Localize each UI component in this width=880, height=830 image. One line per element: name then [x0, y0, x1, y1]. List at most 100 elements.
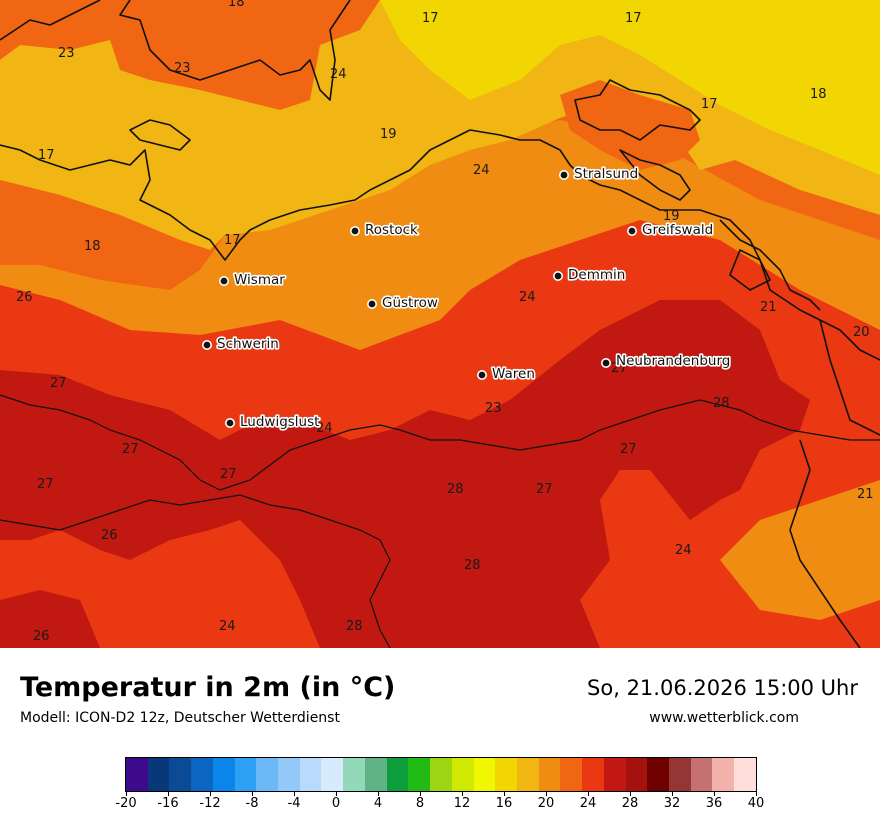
- value-label: 27: [611, 361, 628, 376]
- value-label: 24: [316, 421, 333, 436]
- legend-tick: [672, 791, 673, 796]
- value-label: 17: [224, 233, 241, 248]
- temp-zone-24-southwest: [160, 590, 300, 648]
- value-label: 21: [857, 487, 874, 502]
- value-label: 17: [422, 11, 439, 26]
- value-label: 26: [101, 528, 118, 543]
- legend-swatch: [560, 758, 583, 791]
- city-dot: [219, 275, 230, 286]
- temp-zone-24-islands: [0, 0, 380, 110]
- temperature-map[interactable]: 18 17 17 23 23 24 19 17 18 17 24 18 17 1…: [0, 0, 880, 648]
- legend-swatch: [278, 758, 300, 791]
- city-dot: [349, 226, 360, 237]
- temp-zone-24-peninsula: [0, 180, 225, 290]
- city-ludwigslust[interactable]: Ludwigslust: [225, 412, 321, 432]
- legend-swatch: [212, 758, 235, 791]
- city-dot: [366, 298, 377, 309]
- legend-tick-label: 40: [747, 796, 765, 811]
- value-label: 23: [485, 401, 502, 416]
- legend-swatch: [408, 758, 431, 791]
- city-label: Demmin: [568, 267, 625, 283]
- legend-swatch: [647, 758, 669, 791]
- city-greifswald[interactable]: Greifswald: [626, 220, 715, 240]
- legend-tick-label: 28: [621, 796, 639, 811]
- legend-swatch: [538, 758, 561, 791]
- legend-swatch: [473, 758, 496, 791]
- legend-tick: [336, 791, 337, 796]
- city-neubrandenburg[interactable]: Neubrandenburg: [600, 351, 732, 371]
- city-dot: [225, 417, 236, 428]
- legend-tick-label: 24: [579, 796, 597, 811]
- legend-swatch: [364, 758, 387, 791]
- legend-swatch: [668, 758, 691, 791]
- value-label: 23: [58, 46, 75, 61]
- city-label: Schwerin: [217, 336, 279, 352]
- legend-tick: [210, 791, 211, 796]
- value-label: 27: [536, 482, 553, 497]
- legend-swatch: [147, 758, 170, 791]
- legend-swatch: [256, 758, 279, 791]
- legend-swatch: [516, 758, 539, 791]
- value-label: 18: [84, 239, 101, 254]
- city-demmin[interactable]: Demmin: [552, 265, 627, 285]
- legend-tick: [630, 791, 631, 796]
- legend-swatch: [191, 758, 213, 791]
- temp-zone-17: [380, 0, 880, 175]
- legend-tick: [714, 791, 715, 796]
- legend-tick-label: -16: [157, 796, 179, 811]
- legend-tick: [588, 791, 589, 796]
- legend-tick: [504, 791, 505, 796]
- city-guestrow[interactable]: Güstrow: [366, 293, 440, 313]
- legend-tick: [378, 791, 379, 796]
- legend-tick-label: 36: [705, 796, 723, 811]
- city-markers[interactable]: Stralsund Greifswald Rostock Wismar Demm…: [202, 164, 732, 432]
- value-label: 28: [464, 558, 481, 573]
- legend-tick: [756, 791, 757, 796]
- city-stralsund[interactable]: Stralsund: [558, 164, 640, 184]
- forecast-datetime: So, 21.06.2026 15:00 Uhr: [587, 676, 858, 700]
- city-waren[interactable]: Waren: [476, 364, 536, 384]
- legend-tick: [546, 791, 547, 796]
- color-scale-legend: [125, 757, 757, 792]
- city-label: Greifswald: [642, 222, 713, 238]
- legend-tick-label: 12: [453, 796, 471, 811]
- city-dot: [558, 170, 569, 181]
- legend-tick-label: 4: [373, 796, 383, 811]
- coastline: [0, 0, 880, 648]
- map-title: Temperatur in 2m (in °C): [20, 672, 396, 703]
- value-label: 24: [519, 290, 536, 305]
- legend-swatch: [690, 758, 713, 791]
- value-label: 24: [675, 543, 692, 558]
- website-link[interactable]: www.wetterblick.com: [649, 710, 799, 726]
- legend-tick-label: 0: [331, 796, 341, 811]
- value-label: 20: [853, 325, 870, 340]
- legend-swatch: [321, 758, 344, 791]
- value-label: 19: [663, 209, 680, 224]
- temp-zone-22-southeast: [720, 480, 880, 620]
- city-wismar[interactable]: Wismar: [219, 270, 287, 290]
- legend-swatch: [495, 758, 517, 791]
- legend-tick: [168, 791, 169, 796]
- legend-tick-label: 8: [415, 796, 425, 811]
- legend-swatch: [603, 758, 626, 791]
- city-label: Güstrow: [382, 295, 438, 311]
- legend-swatch: [451, 758, 474, 791]
- value-label: 18: [228, 0, 245, 10]
- value-label: 28: [447, 482, 464, 497]
- color-scale-ticks: -20 -16 -12 -8 -4 0 4 8 12 16 20 24 28 32 36 40: [115, 791, 764, 821]
- value-label: 27: [620, 442, 637, 457]
- value-label: 28: [346, 619, 363, 634]
- city-dot: [626, 226, 637, 237]
- city-rostock[interactable]: Rostock: [349, 220, 420, 240]
- city-dot: [476, 369, 487, 380]
- legend-swatch: [234, 758, 257, 791]
- city-schwerin[interactable]: Schwerin: [202, 334, 280, 354]
- legend-swatch: [430, 758, 452, 791]
- legend-tick: [126, 791, 127, 796]
- legend-tick-label: 32: [663, 796, 681, 811]
- city-label: Stralsund: [574, 166, 638, 182]
- legend-tick-label: 20: [537, 796, 555, 811]
- value-label: 27: [220, 467, 237, 482]
- temp-zone-28: [0, 300, 810, 648]
- legend-tick-label: -4: [287, 796, 301, 811]
